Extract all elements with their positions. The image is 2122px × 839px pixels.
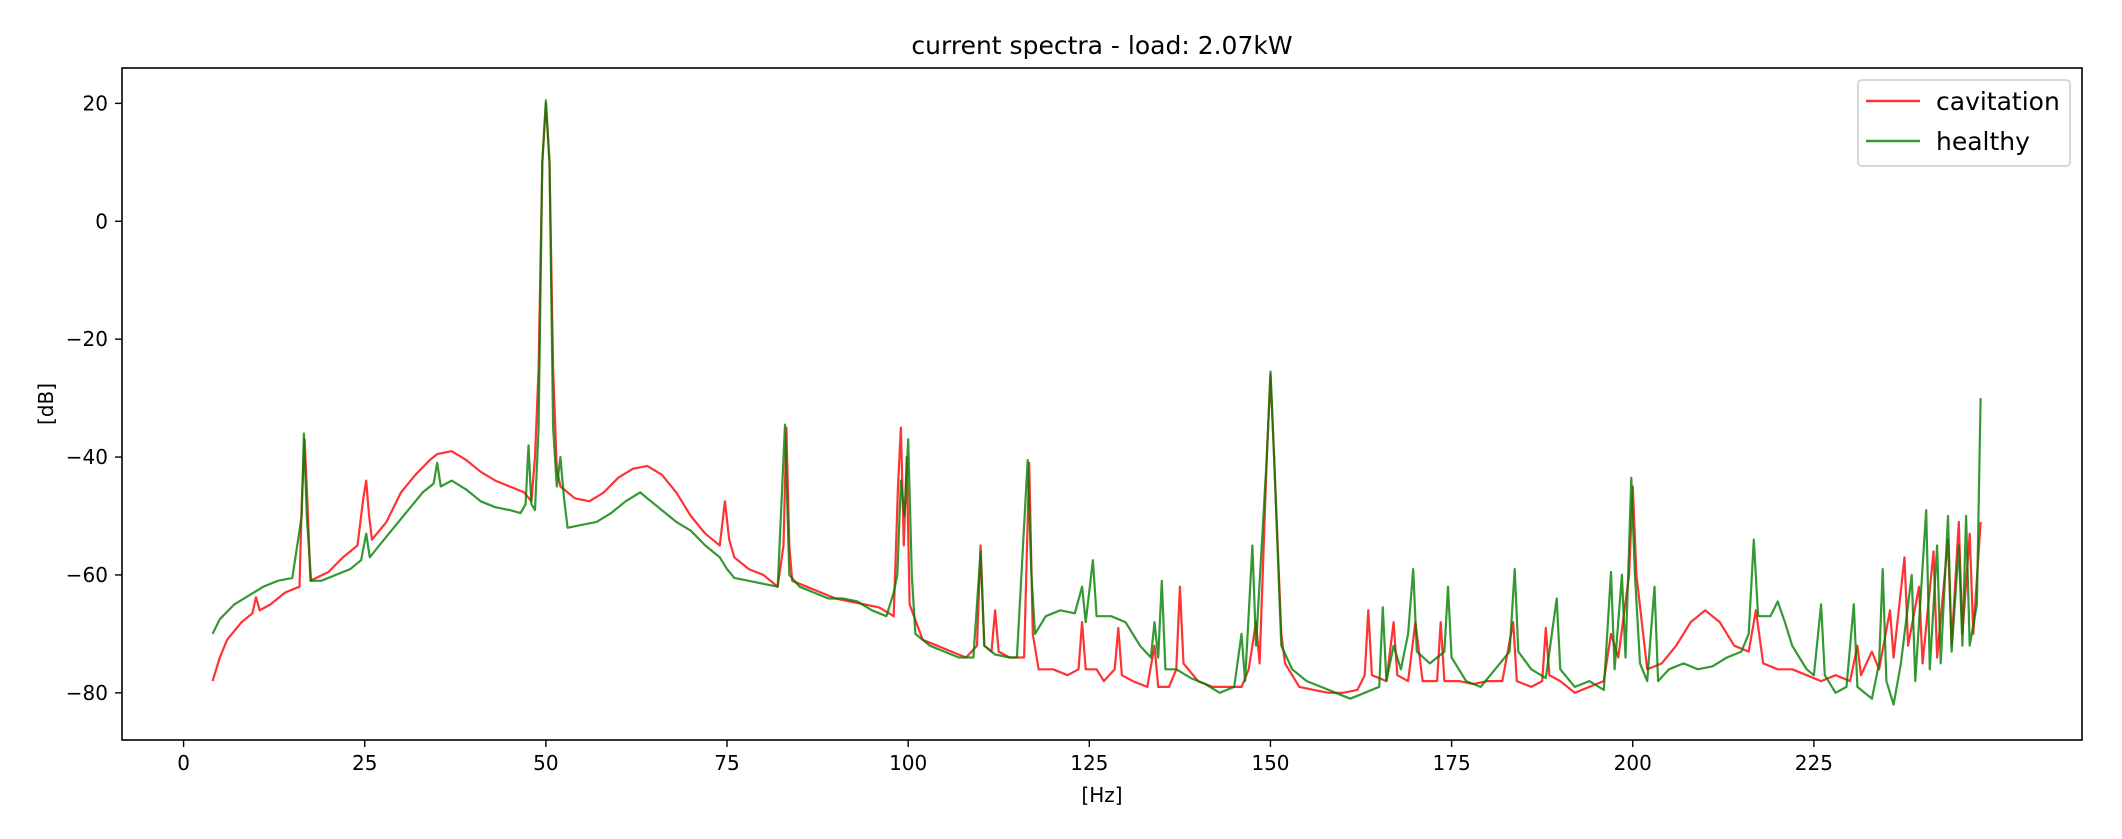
x-tick-label: 200 xyxy=(1614,751,1652,775)
legend-label-cavitation: cavitation xyxy=(1936,87,2060,116)
x-tick-label: 225 xyxy=(1795,751,1833,775)
legend-label-healthy: healthy xyxy=(1936,127,2030,156)
y-axis: 20 0 −20 −40 −60 −80 xyxy=(66,91,122,705)
y-tick-label: −40 xyxy=(66,445,108,469)
y-tick-label: −80 xyxy=(66,681,108,705)
chart-title: current spectra - load: 2.07kW xyxy=(911,31,1292,60)
x-tick-label: 25 xyxy=(352,751,377,775)
x-tick-label: 100 xyxy=(889,751,927,775)
x-tick-label: 175 xyxy=(1433,751,1471,775)
x-tick-label: 150 xyxy=(1251,751,1289,775)
x-axis-label: [Hz] xyxy=(1081,783,1122,807)
plot-frame xyxy=(121,67,2083,741)
y-tick-label: 20 xyxy=(83,91,108,115)
x-tick-label: 50 xyxy=(533,751,558,775)
x-axis: 0 25 50 75 100 125 150 175 200 225 xyxy=(177,740,1833,775)
y-tick-label: 0 xyxy=(95,209,108,233)
x-tick-label: 0 xyxy=(177,751,190,775)
y-tick-label: −20 xyxy=(66,327,108,351)
y-axis-label: [dB] xyxy=(34,383,58,425)
x-tick-label: 125 xyxy=(1070,751,1108,775)
legend: cavitation healthy xyxy=(1857,79,2071,167)
x-tick-label: 75 xyxy=(714,751,739,775)
series-line-healthy xyxy=(211,99,1982,706)
y-tick-label: −60 xyxy=(66,563,108,587)
series-line-cavitation xyxy=(211,102,1982,694)
